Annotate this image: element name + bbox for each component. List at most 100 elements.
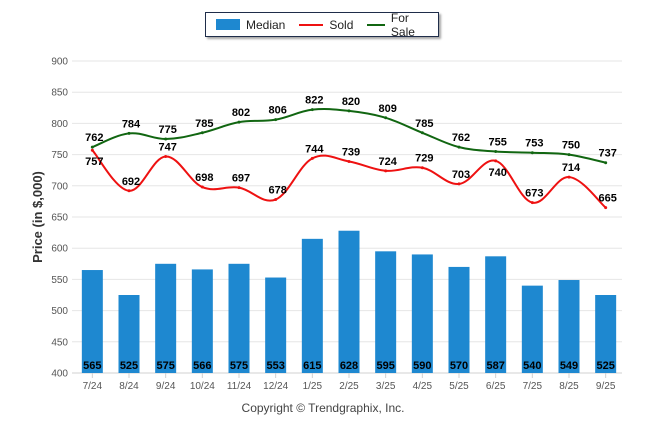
y-tick-label: 650 xyxy=(51,213,68,224)
point-sold xyxy=(530,201,534,205)
point-for-sale xyxy=(530,151,534,155)
legend-label-sold: Sold xyxy=(329,17,354,32)
point-for-sale xyxy=(274,118,278,122)
point-sold xyxy=(457,182,461,186)
median-bars xyxy=(81,230,617,373)
data-label-median: 575 xyxy=(156,360,174,372)
x-axis: 7/24 8/24 9/24 10/24 11/24 12/24 1/25 2/25 3/25 4… xyxy=(72,372,622,392)
data-label-median: 549 xyxy=(560,360,578,372)
chart-legend: Median Sold For Sale xyxy=(205,11,439,39)
x-tick-label: 12/24 xyxy=(263,381,288,392)
bar-median xyxy=(411,254,433,373)
data-label-median: 553 xyxy=(266,360,284,372)
data-label-for-sale: 750 xyxy=(562,140,580,152)
bar-median xyxy=(265,277,287,373)
y-tick-label: 550 xyxy=(51,275,68,286)
point-for-sale xyxy=(347,109,351,113)
data-label-sold: 747 xyxy=(158,141,176,153)
point-sold xyxy=(384,169,388,173)
x-tick-label: 6/25 xyxy=(486,381,506,392)
legend-item-median[interactable]: Median xyxy=(216,18,285,32)
data-label-for-sale: 820 xyxy=(342,96,360,108)
data-label-for-sale: 785 xyxy=(415,118,433,130)
bar-median xyxy=(118,295,140,373)
x-tick-label: 8/24 xyxy=(119,381,139,392)
point-sold xyxy=(274,198,278,202)
point-for-sale xyxy=(494,149,498,153)
data-label-median: 587 xyxy=(486,360,504,372)
x-tick-label: 11/24 xyxy=(227,381,252,392)
data-label-sold: 697 xyxy=(232,173,250,185)
legend-swatch-for-sale xyxy=(367,23,385,26)
point-for-sale xyxy=(127,131,131,135)
data-label-median: 525 xyxy=(120,360,138,372)
point-for-sale xyxy=(90,145,94,149)
bar-median xyxy=(81,270,103,373)
point-sold xyxy=(310,156,314,160)
x-tick-label: 1/25 xyxy=(303,381,323,392)
legend-item-for-sale[interactable]: For Sale xyxy=(367,11,424,39)
y-tick-label: 850 xyxy=(51,88,68,99)
bar-median xyxy=(228,263,250,373)
point-for-sale xyxy=(604,161,608,165)
point-for-sale xyxy=(200,131,204,135)
data-label-sold: 703 xyxy=(452,169,470,181)
data-label-for-sale: 784 xyxy=(122,118,141,130)
legend-item-sold[interactable]: Sold xyxy=(299,18,353,32)
data-label-sold: 698 xyxy=(195,172,213,184)
x-tick-label: 8/25 xyxy=(559,381,579,392)
point-for-sale xyxy=(384,116,388,120)
data-label-median: 565 xyxy=(83,360,101,372)
bar-median xyxy=(521,285,543,373)
data-label-sold: 678 xyxy=(268,185,286,197)
data-label-for-sale: 755 xyxy=(488,136,506,148)
x-tick-label: 2/25 xyxy=(339,381,359,392)
data-label-sold: 665 xyxy=(598,193,616,205)
bar-median xyxy=(191,269,213,373)
data-label-median: 590 xyxy=(413,360,431,372)
x-tick-label: 7/24 xyxy=(83,381,103,392)
x-tick-label: 9/24 xyxy=(156,381,176,392)
bar-median xyxy=(558,280,580,373)
data-label-median: 566 xyxy=(193,360,211,372)
data-label-median: 575 xyxy=(230,360,248,372)
x-tick-label: 10/24 xyxy=(190,381,215,392)
data-label-for-sale: 775 xyxy=(158,124,176,136)
point-for-sale xyxy=(237,120,241,124)
data-label-sold: 714 xyxy=(562,162,581,174)
data-label-sold: 744 xyxy=(305,143,324,155)
y-tick-label: 500 xyxy=(51,306,68,317)
y-tick-label: 800 xyxy=(51,119,68,130)
bar-median xyxy=(595,295,617,373)
point-sold xyxy=(127,189,131,193)
legend-swatch-sold xyxy=(299,23,324,26)
point-for-sale xyxy=(310,108,314,112)
series-lines xyxy=(90,107,608,210)
y-tick-label: 750 xyxy=(51,150,68,161)
bar-median xyxy=(485,256,507,373)
bar-median xyxy=(155,263,177,373)
point-sold xyxy=(237,186,241,190)
data-label-median: 540 xyxy=(523,360,541,372)
point-sold xyxy=(90,148,94,152)
y-tick-label: 600 xyxy=(51,244,68,255)
data-label-for-sale: 806 xyxy=(268,105,286,117)
data-label-median: 615 xyxy=(303,360,321,372)
data-label-for-sale: 809 xyxy=(378,103,396,115)
y-tick-label: 700 xyxy=(51,181,68,192)
point-sold xyxy=(347,159,351,163)
legend-label-median: Median xyxy=(246,17,286,32)
data-label-for-sale: 762 xyxy=(85,132,103,144)
data-label-for-sale: 762 xyxy=(452,132,470,144)
legend-swatch-median xyxy=(216,19,240,30)
x-tick-label: 4/25 xyxy=(413,381,433,392)
point-sold xyxy=(567,175,571,179)
point-for-sale xyxy=(457,145,461,149)
copyright-text: Copyright © Trendgraphix, Inc. xyxy=(241,401,405,415)
point-for-sale xyxy=(567,153,571,157)
bar-median xyxy=(375,251,397,373)
y-tick-label: 900 xyxy=(51,57,68,68)
data-label-sold: 673 xyxy=(525,188,543,200)
y-axis-label: Price (in $,000) xyxy=(30,171,45,263)
bar-median xyxy=(448,266,470,373)
